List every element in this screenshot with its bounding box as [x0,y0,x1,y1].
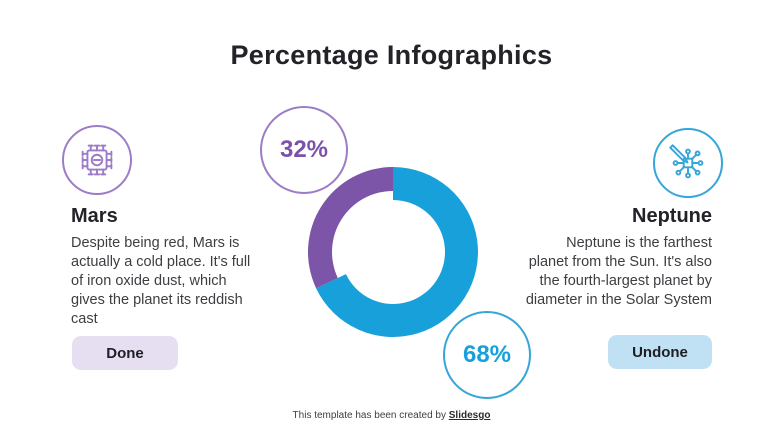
done-button[interactable]: Done [72,336,178,370]
footer-credit: This template has been created by Slides… [0,410,783,421]
donut-chart [308,167,479,337]
chip-icon [81,144,113,176]
slidesgo-link[interactable]: Slidesgo [448,410,491,421]
undone-button[interactable]: Undone [608,335,712,369]
neptune-description: Neptune is the farthest planet from the … [525,235,712,308]
mars-icon-badge [62,125,132,195]
percent-label-neptune: 68% [443,311,531,399]
neptune-heading: Neptune [632,205,712,227]
donut-slice-neptune [316,167,479,337]
donut-slice-mars [308,167,393,289]
percent-value-32: 32% [279,136,329,163]
circuit-pencil-icon [669,144,704,179]
percent-label-mars: 32% [260,106,348,194]
mars-description: Despite being red, Mars is actually a co… [71,235,251,327]
mars-heading: Mars [71,205,118,227]
percent-value-68: 68% [462,341,512,368]
neptune-icon-badge [653,128,723,198]
footer-credit-text: This template has been created by [292,410,449,421]
page-title: Percentage Infographics [230,40,553,70]
